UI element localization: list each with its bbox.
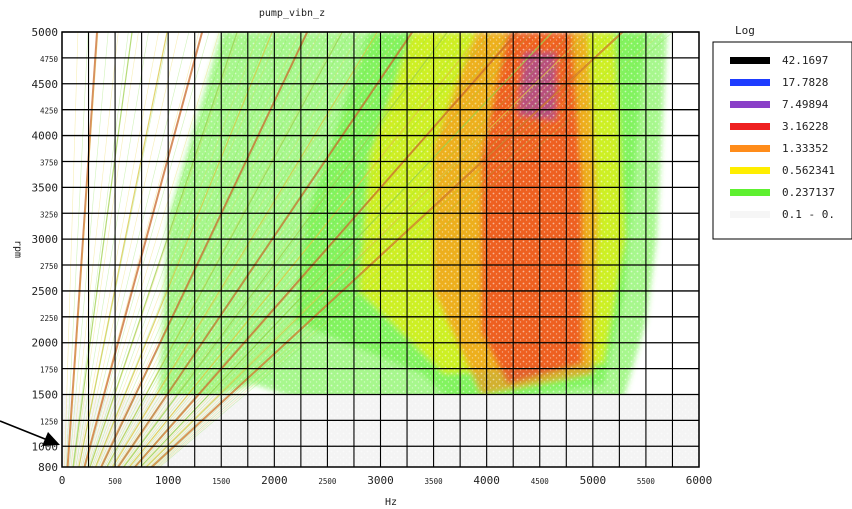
x-tick-label: 2000: [261, 474, 288, 487]
x-tick-label: 2500: [318, 477, 337, 486]
y-tick-label: 2000: [32, 337, 59, 350]
legend-label: 7.49894: [782, 98, 829, 111]
x-tick-label: 5500: [637, 477, 656, 486]
y-tick-label: 4000: [32, 130, 59, 143]
y-axis-label: rpm: [12, 240, 23, 258]
legend-label: 0.562341: [782, 164, 835, 177]
y-tick-label: 3750: [40, 158, 59, 167]
legend-label: 1.33352: [782, 142, 828, 155]
y-tick-label: 2500: [32, 285, 59, 298]
legend-swatch: [730, 57, 770, 64]
legend-label: 0.1 - 0.: [782, 208, 835, 221]
y-tick-label: 5000: [32, 26, 59, 39]
x-axis-label: Hz: [385, 497, 397, 508]
legend: 42.1697 17.7828 7.49894 3.16228 1.33352 0.562…: [712, 41, 852, 240]
plot-frame: [61, 31, 700, 468]
x-tick-label: 6000: [686, 474, 713, 487]
x-tick-label: 5000: [580, 474, 607, 487]
legend-title: Log: [735, 24, 755, 37]
y-axis-ticks: 8001000150020002500300035004000450050001…: [32, 26, 59, 474]
legend-swatch: [730, 123, 770, 130]
x-tick-label: 4500: [531, 477, 550, 486]
y-tick-label: 4500: [32, 78, 59, 91]
y-tick-label: 800: [38, 461, 58, 474]
y-tick-label: 4250: [40, 107, 59, 116]
legend-label: 42.1697: [782, 54, 828, 67]
legend-swatch: [730, 145, 770, 152]
y-tick-label: 3250: [40, 210, 59, 219]
legend-swatch: [730, 211, 770, 218]
chart-title: pump_vibn_z: [259, 8, 325, 19]
x-tick-label: 3500: [425, 477, 444, 486]
x-axis-ticks: 0 1000 2000 3000 4000 5000 6000 500 1500 2500 3500…: [59, 474, 713, 487]
legend-swatch: [730, 79, 770, 86]
x-tick-label: 1500: [212, 477, 231, 486]
y-tick-label: 1250: [40, 417, 59, 426]
y-tick-label: 2750: [40, 262, 59, 271]
y-tick-label: 4750: [40, 55, 59, 64]
y-tick-label: 1500: [32, 389, 59, 402]
y-tick-label: 3000: [32, 233, 59, 246]
legend-swatch: [730, 167, 770, 174]
legend-frame: [712, 41, 852, 240]
y-tick-label: 1750: [40, 366, 59, 375]
legend-label: 0.237137: [782, 186, 835, 199]
y-tick-label: 2250: [40, 314, 59, 323]
legend-label: 17.7828: [782, 76, 828, 89]
legend-label: 3.16228: [782, 120, 828, 133]
x-tick-label: 3000: [367, 474, 394, 487]
x-tick-label: 4000: [473, 474, 500, 487]
legend-swatch: [730, 189, 770, 196]
x-tick-label: 1000: [155, 474, 182, 487]
legend-swatch: [730, 101, 770, 108]
y-tick-label: 3500: [32, 181, 59, 194]
annotation-arrow: [0, 420, 60, 446]
x-tick-label: 0: [59, 474, 66, 487]
x-tick-label: 500: [108, 477, 122, 486]
